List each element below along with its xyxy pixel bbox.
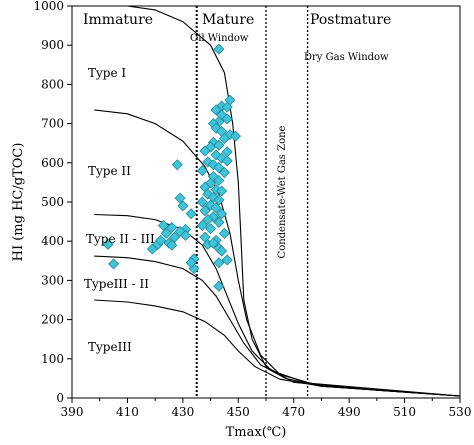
data-point [196,165,208,177]
data-point [180,229,192,241]
kerogen-type-label: TypeIII - II [84,277,149,291]
zone-subtitle-oil-window: Oil Window [190,33,249,44]
curve-4 [94,255,461,397]
data-point [185,208,197,220]
data-point [171,159,183,171]
y-tick-label: 1000 [33,0,64,13]
data-point [146,243,158,255]
data-point [216,185,228,197]
x-tick-label: 490 [338,405,361,419]
y-tick-label: 600 [41,156,64,170]
data-point [202,214,214,226]
data-point [218,133,230,144]
zone-title-immature: Immature [83,12,153,28]
data-point [174,192,186,204]
y-tick-label: 0 [56,391,64,405]
data-point [210,202,222,214]
curve-1 [127,5,461,397]
curve-3 [94,213,461,397]
data-point [155,234,167,246]
x-tick-label: 410 [116,405,139,419]
data-point [205,223,217,235]
x-tick-label: 510 [393,405,416,419]
data-point [218,227,230,239]
data-point [221,113,233,125]
y-tick-label: 100 [41,352,64,366]
data-point [157,220,169,232]
zone-subtitle-dry-gas-window: Dry Gas Window [304,52,389,63]
zone-label-condensate-wet-gas: Condensate-Wet Gas Zone [277,125,288,258]
x-tick-label: 450 [227,405,250,419]
x-tick-label: 530 [449,405,472,419]
data-point [196,196,208,208]
data-point [199,205,211,217]
kerogen-type-label: Type I [88,66,126,80]
data-point [108,258,120,270]
y-axis-title: HI (mg HC/gTOC) [11,143,26,262]
data-point [213,43,225,55]
data-point [221,254,233,266]
kerogen-type-label: Type II - III [86,232,155,246]
x-tick-label: 390 [61,405,84,419]
data-point [221,155,233,167]
data-point [216,245,228,257]
y-tick-label: 500 [41,195,64,209]
data-point [213,174,225,186]
data-point [102,238,114,250]
curve-5 [94,299,461,397]
data-point [213,257,225,269]
x-tick-label: 430 [171,405,194,419]
data-point [213,162,225,173]
data-point [213,280,225,292]
curve-2 [94,109,461,397]
data-point [207,237,219,249]
data-point [213,194,225,206]
y-tick-label: 200 [41,313,64,327]
data-point [221,101,233,113]
data-point [218,167,230,179]
data-point [210,104,222,116]
data-point [185,257,197,269]
x-tick-label: 470 [282,405,305,419]
y-tick-label: 700 [41,117,64,131]
y-tick-label: 800 [41,77,64,91]
x-axis-title: Tmax(℃) [226,425,287,440]
zone-title-postmature: Postmature [310,12,391,28]
data-point [160,227,172,239]
data-point [199,145,211,157]
y-tick-label: 300 [41,273,64,287]
y-tick-label: 400 [41,234,64,248]
y-tick-label: 900 [41,38,64,52]
data-point [166,221,178,233]
data-point [213,139,225,151]
data-point [230,130,242,142]
data-point [166,239,178,251]
data-point [196,220,208,232]
kerogen-type-label: TypeIII [88,340,132,354]
data-point [169,231,181,243]
kerogen-type-label: Type II [88,164,131,178]
data-point [177,200,189,212]
data-point [213,216,225,228]
data-point [216,208,228,220]
zone-title-mature: Mature [202,12,254,28]
